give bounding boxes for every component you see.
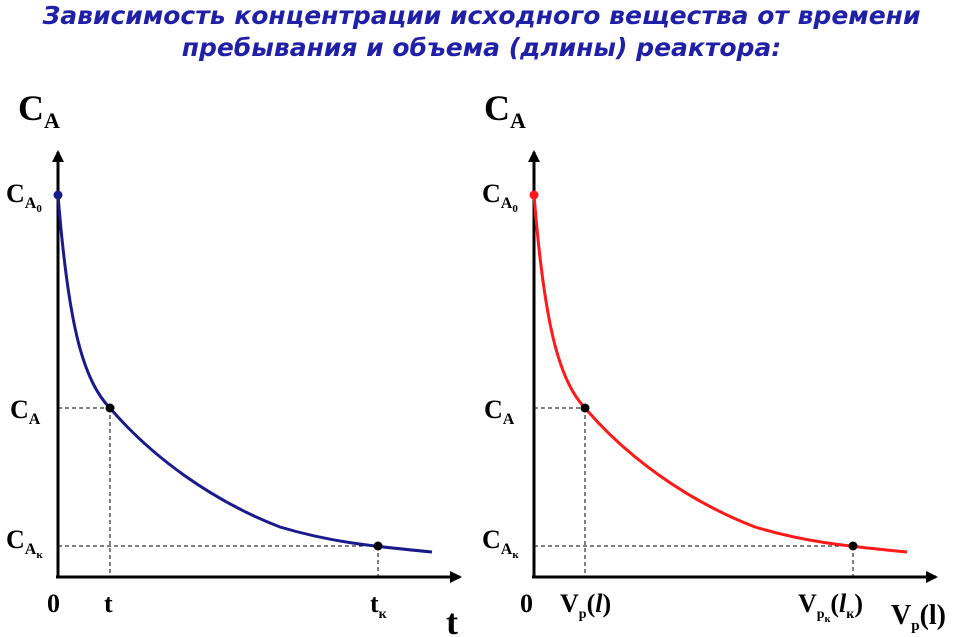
slide-title: Зависимость концентрации исходного вещес…	[0, 0, 963, 64]
left-label-t: t	[104, 589, 113, 618]
right-label-ca: CA	[484, 395, 515, 428]
right-label-ca0: CA0	[482, 179, 518, 215]
right-graph: CA CA0 CA CAк 0 Vр(l) Vрк(lк) Vр(l)	[482, 88, 946, 634]
title-line-2: пребывания и объема (длины) реактора:	[181, 33, 782, 62]
right-point-ca0	[529, 190, 539, 200]
left-label-tk: tк	[370, 589, 388, 622]
left-label-ca: CA	[10, 395, 41, 428]
right-axis-y-label: CA	[484, 88, 526, 133]
right-axis-x-label: Vр(l)	[891, 600, 946, 634]
right-decay-curve	[532, 194, 908, 554]
left-point-ca	[105, 403, 115, 413]
right-point-cak	[848, 541, 858, 551]
left-point-ca0	[53, 190, 63, 200]
left-graph: CA CA0 CA CAк 0 t tк t	[6, 88, 462, 637]
left-decay-curve	[56, 194, 433, 554]
right-label-vk: Vрк(lк)	[798, 589, 863, 625]
right-label-cak: CAк	[482, 525, 519, 561]
right-point-ca	[580, 403, 590, 413]
left-label-cak: CAк	[6, 525, 43, 561]
right-label-v: Vр(l)	[560, 589, 611, 622]
left-label-origin: 0	[47, 589, 60, 618]
left-axis-y-label: CA	[18, 88, 60, 133]
title-line-1: Зависимость концентрации исходного вещес…	[42, 1, 921, 30]
left-point-cak	[373, 541, 383, 551]
left-label-ca0: CA0	[6, 179, 42, 215]
left-axis-x-label: t	[446, 602, 458, 637]
right-label-origin: 0	[520, 589, 533, 618]
